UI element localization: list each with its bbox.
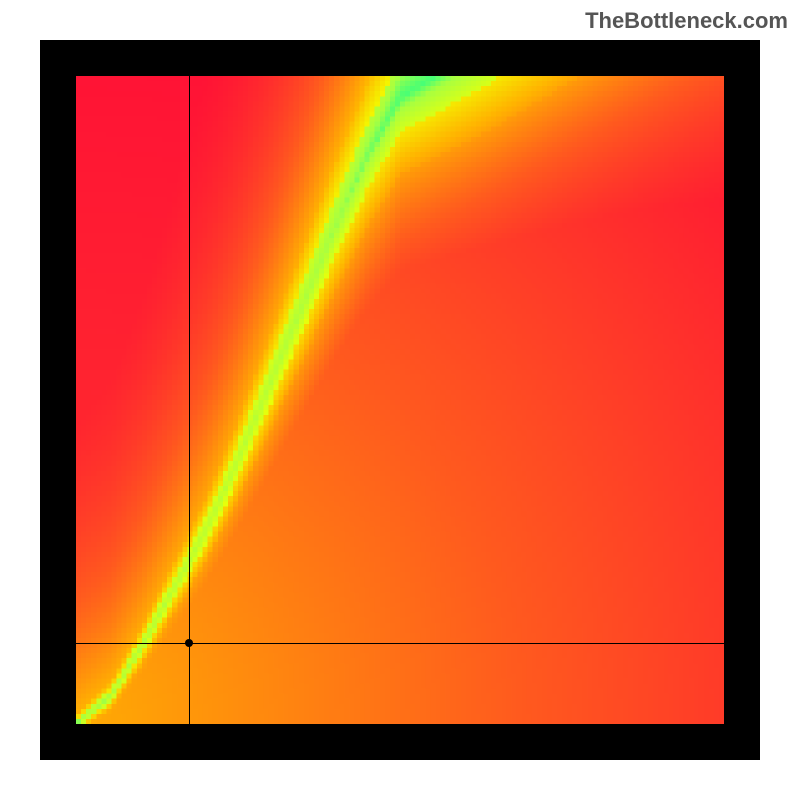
crosshair-marker	[185, 639, 193, 647]
plot-frame	[40, 40, 760, 760]
root: TheBottleneck.com	[0, 0, 800, 800]
watermark-text: TheBottleneck.com	[585, 8, 788, 34]
crosshair-horizontal	[76, 643, 724, 644]
heatmap-canvas	[76, 76, 724, 724]
crosshair-vertical	[189, 76, 190, 724]
